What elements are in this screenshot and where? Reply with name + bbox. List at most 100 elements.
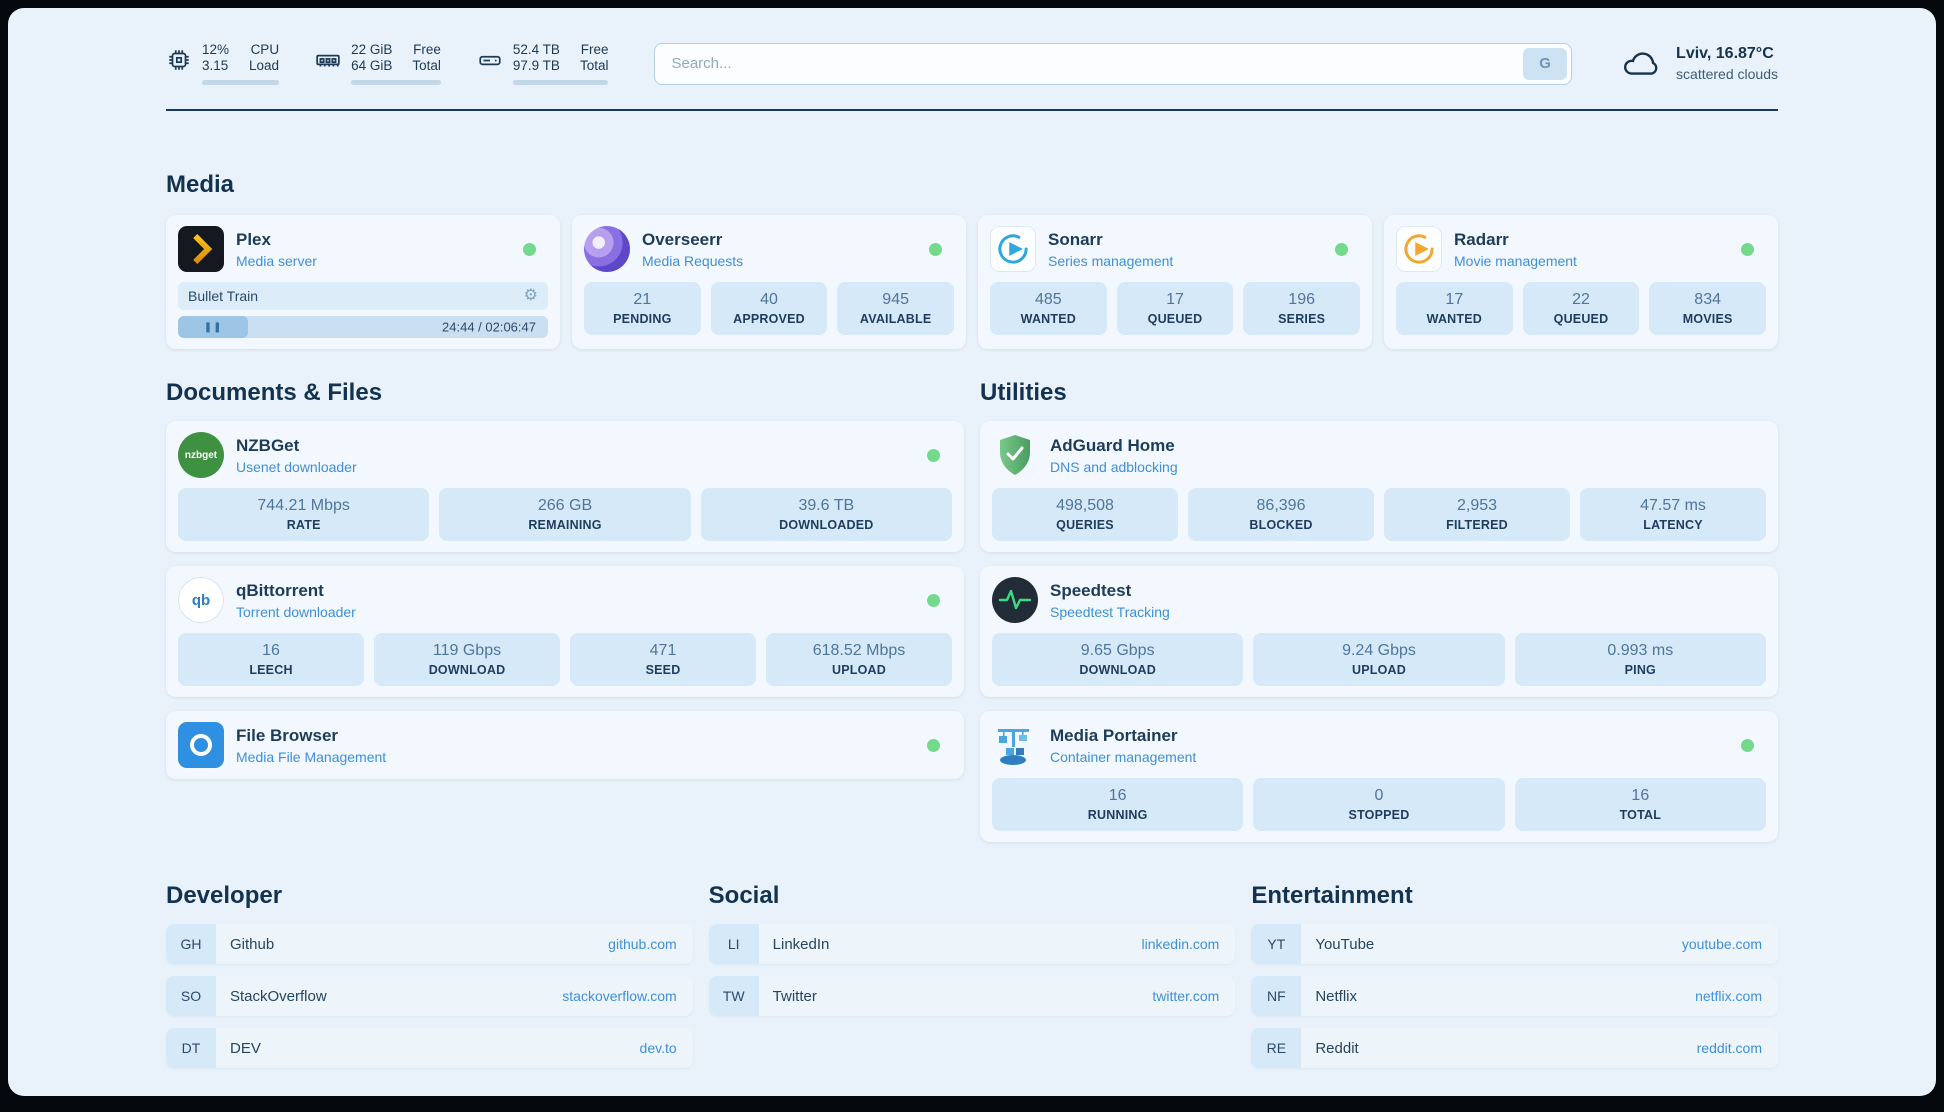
stats-row: 9.65 Gbps DOWNLOAD 9.24 Gbps UPLOAD 0.99…	[992, 633, 1766, 686]
stat: 0 STOPPED	[1253, 778, 1505, 831]
service-card-filebrowser[interactable]: File Browser Media File Management	[166, 711, 964, 779]
search-input[interactable]	[654, 42, 1573, 85]
bookmark-stackoverflow[interactable]: SO StackOverflow stackoverflow.com	[166, 976, 693, 1016]
service-card-portainer[interactable]: Media Portainer Container management 16 …	[980, 711, 1778, 842]
bookmark-twitter[interactable]: TW Twitter twitter.com	[708, 976, 1236, 1016]
service-name: File Browser	[236, 725, 339, 745]
status-dot	[1335, 243, 1348, 256]
bookmark-url: youtube.com	[1681, 936, 1762, 952]
stats-row: 21 PENDING 40 APPROVED 945 AVAILABLE	[584, 282, 954, 335]
card-header: Radarr Movie management	[1396, 226, 1766, 272]
bookmark-url: github.com	[608, 936, 677, 952]
service-card-nzbget[interactable]: nzbget NZBGet Usenet downloader 744.21 M…	[166, 421, 964, 552]
memory-progress-bar	[351, 80, 441, 85]
stat-value: 618.52 Mbps	[812, 642, 906, 659]
bookmark-name: Netflix	[1315, 987, 1358, 1005]
stat-value: 0.993 ms	[1607, 642, 1674, 659]
plex-icon	[178, 226, 224, 272]
media-section: Media	[166, 171, 1778, 349]
section-title-utilities: Utilities	[980, 379, 1067, 406]
service-name: Media Portainer	[1050, 725, 1178, 745]
section-title-entertainment: Entertainment	[1251, 882, 1413, 909]
stat-label: QUEUED	[1553, 312, 1609, 326]
pause-icon[interactable]: ❚❚	[203, 321, 223, 333]
status-dot	[927, 449, 940, 462]
bookmark-url: stackoverflow.com	[562, 988, 677, 1004]
memory-icon	[316, 54, 340, 67]
bookmark-group-developer: Developer GH Github github.com SO StackO…	[166, 882, 693, 1068]
stat-value: 196	[1288, 291, 1315, 308]
stat-value: 21	[633, 291, 652, 308]
card-header: Speedtest Speedtest Tracking	[992, 577, 1766, 623]
stat-label: SEED	[645, 663, 681, 677]
gear-icon[interactable]: ⚙	[523, 287, 538, 304]
status-dot	[927, 594, 940, 607]
stat-label: MOVIES	[1682, 312, 1733, 326]
bookmark-abbr: NF	[1251, 976, 1302, 1016]
stat-label: STOPPED	[1348, 808, 1410, 822]
stat-label: LEECH	[249, 663, 293, 677]
disk-free-label: Free	[580, 42, 609, 57]
top-bar: 12% CPU 3.15 Load 22 GiB	[166, 42, 1778, 85]
section-title-developer: Developer	[166, 882, 283, 909]
service-desc: Media Requests	[642, 252, 744, 269]
stat-value: 17	[1445, 291, 1464, 308]
stat-label: APPROVED	[733, 312, 805, 326]
stat: 22 QUEUED	[1522, 282, 1640, 335]
service-card-adguard[interactable]: AdGuard Home DNS and adblocking 498,508 …	[980, 421, 1778, 552]
qbittorrent-icon: qb	[178, 577, 224, 623]
service-card-overseerr[interactable]: Overseerr Media Requests 21 PENDING 40 A…	[572, 215, 966, 349]
radarr-icon	[1396, 226, 1442, 272]
stat-label: QUEUED	[1147, 312, 1203, 326]
bookmark-group-social: Social LI LinkedIn linkedin.com TW Twitt…	[708, 882, 1236, 1016]
search-provider-button[interactable]: G	[1523, 47, 1568, 80]
speedtest-icon	[992, 577, 1038, 623]
service-desc: Media File Management	[236, 748, 387, 765]
stat-value: 498,508	[1056, 497, 1114, 514]
stat: 39.6 TB DOWNLOADED	[700, 488, 952, 541]
bookmark-dev[interactable]: DT DEV dev.to	[166, 1028, 693, 1068]
bookmark-abbr: YT	[1251, 924, 1302, 964]
overseerr-icon	[584, 226, 630, 272]
playback-progress-bar[interactable]: ❚❚ 24:44 / 02:06:47	[178, 316, 548, 338]
disk-icon	[479, 55, 501, 66]
bookmark-abbr: SO	[166, 976, 216, 1016]
service-card-sonarr[interactable]: Sonarr Series management 485 WANTED 17 Q…	[978, 215, 1372, 349]
sonarr-icon	[990, 226, 1036, 272]
stat: 2,953 FILTERED	[1384, 488, 1570, 541]
documents-column: Documents & Files nzbget NZBGet Usenet d…	[166, 379, 964, 779]
service-desc: DNS and adblocking	[1050, 458, 1178, 475]
stat: 9.24 Gbps UPLOAD	[1253, 633, 1505, 686]
service-card-radarr[interactable]: Radarr Movie management 17 WANTED 22 QUE…	[1384, 215, 1778, 349]
bookmark-netflix[interactable]: NF Netflix netflix.com	[1251, 976, 1778, 1016]
stat-value: 17	[1166, 291, 1184, 308]
bookmark-abbr: LI	[708, 924, 759, 964]
bookmark-youtube[interactable]: YT YouTube youtube.com	[1251, 924, 1778, 964]
memory-total-value: 64 GiB	[351, 58, 393, 73]
stat-label: BLOCKED	[1249, 518, 1313, 532]
disk-progress-bar	[512, 80, 609, 85]
stat-value: 39.6 TB	[798, 497, 855, 514]
bookmark-github[interactable]: GH Github github.com	[166, 924, 693, 964]
bookmark-name: Twitter	[772, 987, 817, 1005]
service-name: Overseerr	[642, 229, 723, 249]
disk-total-value: 97.9 TB	[512, 58, 560, 73]
service-name: NZBGet	[236, 435, 300, 455]
card-header: AdGuard Home DNS and adblocking	[992, 432, 1766, 478]
service-card-plex[interactable]: Plex Media server Bullet Train ⚙ ❚❚	[166, 215, 560, 349]
stat: 17 QUEUED	[1116, 282, 1234, 335]
stat: 21 PENDING	[584, 282, 701, 335]
bookmark-reddit[interactable]: RE Reddit reddit.com	[1251, 1028, 1778, 1068]
bookmark-linkedin[interactable]: LI LinkedIn linkedin.com	[708, 924, 1236, 964]
service-card-qbittorrent[interactable]: qb qBittorrent Torrent downloader 16 LEE…	[166, 566, 964, 697]
service-card-speedtest[interactable]: Speedtest Speedtest Tracking 9.65 Gbps D…	[980, 566, 1778, 697]
stat: 9.65 Gbps DOWNLOAD	[992, 633, 1244, 686]
weather-widget[interactable]: Lviv, 16.87°C scattered clouds	[1618, 45, 1778, 83]
status-dot	[927, 739, 940, 752]
filebrowser-icon	[178, 722, 224, 768]
stat-label: AVAILABLE	[859, 312, 932, 326]
stat: 40 APPROVED	[710, 282, 828, 335]
card-header: Sonarr Series management	[990, 226, 1360, 272]
stats-row: 17 WANTED 22 QUEUED 834 MOVIES	[1396, 282, 1766, 335]
bookmark-url: netflix.com	[1695, 988, 1762, 1004]
